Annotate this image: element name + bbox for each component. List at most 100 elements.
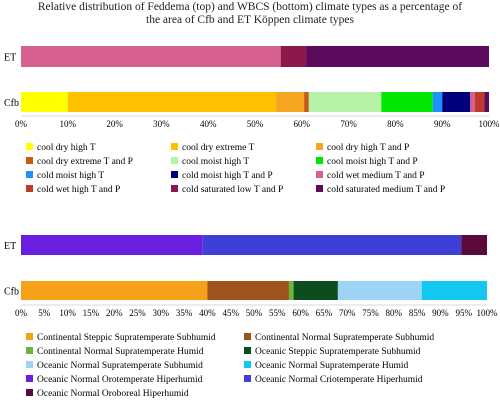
wbcs-bar-segment (288, 281, 294, 300)
wbcs-x-tick-label: 45% (222, 308, 239, 318)
feddema-legend-label: cool moist high T and P (327, 157, 418, 167)
wbcs-x-tick-label: 85% (409, 308, 426, 318)
feddema-legend-label: cold moist high T and P (182, 171, 273, 181)
feddema-legend-item: cool dry high T (26, 143, 96, 153)
feddema-x-tick-label: 80% (387, 119, 404, 129)
wbcs-legend-label: Oceanic Normal Supratemperate Humid (255, 361, 409, 371)
feddema-bar-segment (308, 92, 382, 112)
feddema-legend-item: cold moist high T (26, 171, 104, 181)
feddema-x-tick-label: 10% (60, 119, 77, 129)
feddema-legend-label: cold saturated low T and P (182, 185, 283, 195)
wbcs-x-tick-label: 25% (129, 308, 146, 318)
wbcs-legend-label: Continental Steppic Supratemperate Subhu… (37, 333, 216, 343)
wbcs-legend-label: Oceanic Normal Oroboreal Hiperhumid (37, 389, 189, 399)
feddema-legend-label: cold wet medium T and P (327, 171, 425, 181)
chart-title: Relative distribution of Feddema (top) a… (0, 1, 500, 27)
wbcs-legend-item: Oceanic Normal Supratemperate Humid (244, 361, 409, 371)
wbcs-legend-swatch (26, 333, 33, 340)
wbcs-x-tick-label: 10% (59, 308, 76, 318)
feddema-bar-segment (442, 92, 471, 112)
feddema-legend-swatch (316, 157, 323, 164)
feddema-legend-item: cool moist high T and P (316, 157, 418, 167)
feddema-legend-swatch (26, 185, 33, 192)
feddema-x-tick-label: 20% (106, 119, 123, 129)
feddema-legend-label: cold saturated medium T and P (327, 185, 445, 195)
wbcs-legend-swatch (26, 347, 33, 354)
wbcs-legend-label: Oceanic Normal Orotemperate Hiperhumid (37, 375, 203, 385)
wbcs-x-tick-label: 55% (269, 308, 286, 318)
feddema-legend-label: cold moist high T (37, 171, 104, 181)
feddema-legend-swatch (171, 171, 178, 178)
wbcs-legend-label: Continental Normal Supratemperate Humid (37, 347, 204, 357)
wbcs-bar-segment (202, 235, 462, 255)
feddema-legend-swatch (171, 157, 178, 164)
wbcs-bar-segment (207, 281, 289, 300)
feddema-bar-segment (304, 92, 309, 112)
feddema-x-tick-label: 0% (15, 119, 28, 129)
wbcs-x-tick-label: 20% (106, 308, 123, 318)
wbcs-bar-segment (461, 235, 487, 255)
wbcs-x-tick-label: 15% (83, 308, 100, 318)
feddema-legend-swatch (171, 143, 178, 150)
feddema-bar-segment (276, 92, 305, 112)
wbcs-legend-label: Continental Normal Supratemperate Subhum… (255, 333, 434, 343)
feddema-bar-segment (21, 92, 68, 112)
wbcs-legend-label: Oceanic Steppic Supratemperate Subhumid (255, 347, 421, 357)
wbcs-legend-item: Oceanic Normal Supratemperate Subhumid (26, 361, 203, 371)
wbcs-bar-segment (337, 281, 422, 300)
feddema-category-label: ET (4, 53, 16, 64)
wbcs-legend-label: Oceanic Normal Criotemperate Hiperhumid (255, 375, 423, 385)
feddema-legend-swatch (316, 185, 323, 192)
wbcs-legend-swatch (26, 389, 33, 396)
feddema-legend-swatch (316, 143, 323, 150)
feddema-legend-swatch (171, 185, 178, 192)
feddema-x-tick-label: 70% (340, 119, 357, 129)
wbcs-legend-swatch (26, 361, 33, 368)
feddema-legend-swatch (26, 143, 33, 150)
wbcs-legend-swatch (26, 375, 33, 382)
wbcs-bar-segment (293, 281, 338, 300)
feddema-legend-label: cool dry extreme T (182, 143, 255, 153)
wbcs-bar-segment (21, 235, 203, 255)
wbcs-x-tick-label: 80% (386, 308, 403, 318)
feddema-legend-label: cold wet high T and P (37, 185, 120, 195)
feddema-legend-label: cool moist high T (182, 157, 249, 167)
chart-title-line-1: Relative distribution of Feddema (top) a… (37, 1, 463, 13)
feddema-legend-label: cool dry high T (37, 143, 96, 153)
feddema-bar-segment (306, 46, 489, 67)
wbcs-x-tick-label: 95% (455, 308, 472, 318)
feddema-legend-label: cool dry extreme T and P (37, 157, 133, 167)
wbcs-bar-segment (421, 281, 487, 300)
feddema-bar-segment (280, 46, 307, 67)
feddema-legend-item: cool dry extreme T and P (26, 157, 133, 167)
feddema-legend-swatch (26, 171, 33, 178)
feddema-bar-segment (484, 92, 489, 112)
wbcs-chart: ET Cfb 0% 5% 10% 15% 20% 25% 30% 35% 40% 45% 50% 55% 6… (4, 235, 498, 399)
wbcs-legend-item: Continental Steppic Supratemperate Subhu… (26, 333, 216, 343)
feddema-category-label: Cfb (4, 98, 19, 109)
chart-title-line-2: the area of Cfb and ET Köppen climate ty… (146, 14, 354, 26)
feddema-legend-item: cool dry extreme T (171, 143, 255, 153)
wbcs-legend-swatch (244, 347, 251, 354)
wbcs-legend-label: Oceanic Normal Supratemperate Subhumid (37, 361, 203, 371)
feddema-x-tick-label: 100% (479, 119, 500, 129)
wbcs-x-tick-label: 0% (15, 308, 28, 318)
wbcs-bar-segment (21, 281, 208, 300)
wbcs-x-tick-label: 5% (38, 308, 51, 318)
wbcs-legend-swatch (244, 375, 251, 382)
wbcs-x-tick-label: 90% (432, 308, 449, 318)
feddema-bar-segment (21, 46, 281, 67)
wbcs-legend-swatch (244, 333, 251, 340)
feddema-legend-item: cool moist high T (171, 157, 249, 167)
feddema-legend-item: cold wet medium T and P (316, 171, 425, 181)
wbcs-x-tick-label: 50% (246, 308, 263, 318)
wbcs-x-tick-label: 65% (316, 308, 333, 318)
feddema-legend-swatch (316, 171, 323, 178)
feddema-bar-segment (381, 92, 433, 112)
feddema-legend-label: cool dry high T and P (327, 143, 409, 153)
wbcs-category-label: Cfb (4, 287, 19, 298)
wbcs-legend-item: Oceanic Steppic Supratemperate Subhumid (244, 347, 421, 357)
feddema-x-tick-label: 40% (200, 119, 217, 129)
wbcs-legend-swatch (244, 361, 251, 368)
